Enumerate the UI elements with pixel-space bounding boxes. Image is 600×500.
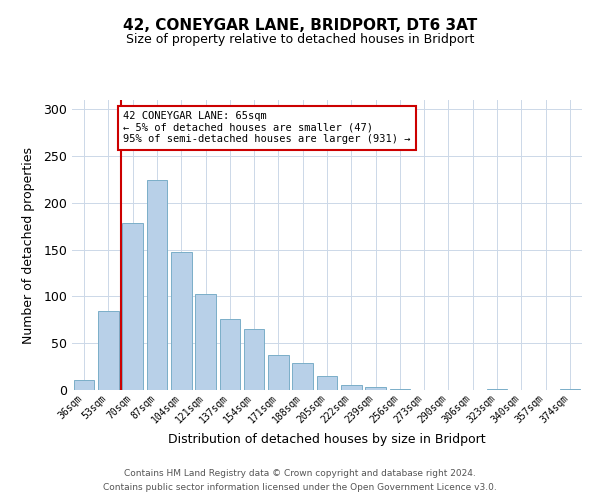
Bar: [146, 180, 167, 390]
Y-axis label: Number of detached properties: Number of detached properties: [22, 146, 35, 344]
Bar: [98, 312, 119, 390]
Bar: [171, 252, 191, 390]
Bar: [365, 387, 386, 390]
Bar: [560, 389, 580, 390]
Bar: [268, 356, 289, 390]
Bar: [341, 386, 362, 390]
Bar: [195, 294, 216, 390]
X-axis label: Distribution of detached houses by size in Bridport: Distribution of detached houses by size …: [168, 433, 486, 446]
Bar: [389, 389, 410, 390]
Text: Contains HM Land Registry data © Crown copyright and database right 2024.: Contains HM Land Registry data © Crown c…: [124, 468, 476, 477]
Bar: [487, 389, 508, 390]
Bar: [244, 329, 265, 390]
Bar: [122, 224, 143, 390]
Text: Contains public sector information licensed under the Open Government Licence v3: Contains public sector information licen…: [103, 484, 497, 492]
Text: 42, CONEYGAR LANE, BRIDPORT, DT6 3AT: 42, CONEYGAR LANE, BRIDPORT, DT6 3AT: [123, 18, 477, 32]
Text: Size of property relative to detached houses in Bridport: Size of property relative to detached ho…: [126, 32, 474, 46]
Text: 42 CONEYGAR LANE: 65sqm
← 5% of detached houses are smaller (47)
95% of semi-det: 42 CONEYGAR LANE: 65sqm ← 5% of detached…: [123, 111, 410, 144]
Bar: [317, 376, 337, 390]
Bar: [74, 380, 94, 390]
Bar: [220, 319, 240, 390]
Bar: [292, 363, 313, 390]
